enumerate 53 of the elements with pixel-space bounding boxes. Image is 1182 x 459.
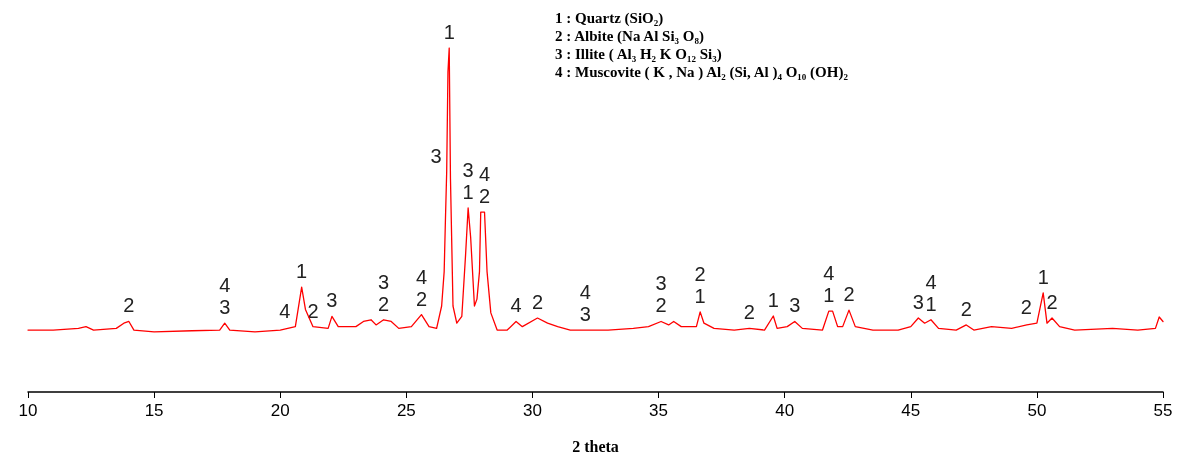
- annotation: 2: [1046, 291, 1058, 314]
- annotation: 2: [531, 291, 544, 314]
- annotation: 2: [478, 185, 491, 208]
- annotation: 1: [767, 288, 779, 311]
- annotation: 2: [1020, 296, 1032, 319]
- annotation: 4: [415, 265, 428, 288]
- annotation: 1: [443, 21, 455, 43]
- annotation: 4: [925, 270, 937, 293]
- text: 1 : Quartz (SiO₂): [555, 9, 664, 27]
- annotation: 2: [655, 294, 667, 317]
- annotation: 3: [219, 296, 231, 319]
- annotation: 3 : Illite ( Al₃ H₂ K O₁₂ Si₃): [555, 45, 722, 63]
- annotation: 2: [960, 297, 972, 320]
- annotation: 3: [655, 272, 667, 295]
- annotation: 4: [478, 163, 491, 186]
- x-tick-label: 55: [1153, 401, 1173, 420]
- x-tick-label: 40: [775, 401, 795, 420]
- annotation: 2: [307, 299, 319, 322]
- annotation: 2: [415, 287, 428, 310]
- x-tick-label: 35: [649, 401, 669, 420]
- annotation: 3: [789, 294, 801, 317]
- annotation: 2: [123, 294, 135, 317]
- annotation: 3: [462, 158, 474, 181]
- x-tick-label: 30: [522, 401, 542, 420]
- x-tick-label: 10: [18, 401, 38, 420]
- annotation: 1: [823, 284, 835, 307]
- annotation: 4: [579, 281, 591, 304]
- annotation: 3: [326, 289, 338, 312]
- annotation: 1: [925, 292, 937, 315]
- annotation: 4 : Muscovite ( K , Na ) Al₂ (Si, Al )₄ O₁₀ (OH)₂: [555, 63, 849, 81]
- x-axis-title: 2 theta: [572, 437, 619, 455]
- annotation: 1: [296, 260, 308, 283]
- annotation: 2: [843, 283, 855, 306]
- annotation: 2: [743, 301, 755, 324]
- annotation: 2: [378, 292, 390, 315]
- annotation: 1: [462, 180, 474, 203]
- annotation: 3: [378, 270, 390, 293]
- x-tick-label: 15: [144, 401, 164, 420]
- annotation: 3: [579, 303, 591, 326]
- annotation: 4: [510, 294, 522, 317]
- annotation: 3: [430, 144, 442, 167]
- text: 2 : Albite (Na Al Si₃ O₈): [555, 27, 704, 45]
- annotation: 4: [219, 274, 231, 297]
- x-tick-label: 25: [396, 401, 416, 420]
- annotation: 2: [694, 262, 706, 285]
- x-tick-label: 50: [1027, 401, 1047, 420]
- annotation: 4: [279, 299, 291, 322]
- annotation: 4: [823, 262, 835, 285]
- x-tick-label: 45: [901, 401, 921, 420]
- x-tick-label: 20: [270, 401, 290, 420]
- annotation: 3: [912, 291, 924, 314]
- annotation: 1: [1037, 265, 1049, 288]
- annotation: 1: [694, 284, 706, 307]
